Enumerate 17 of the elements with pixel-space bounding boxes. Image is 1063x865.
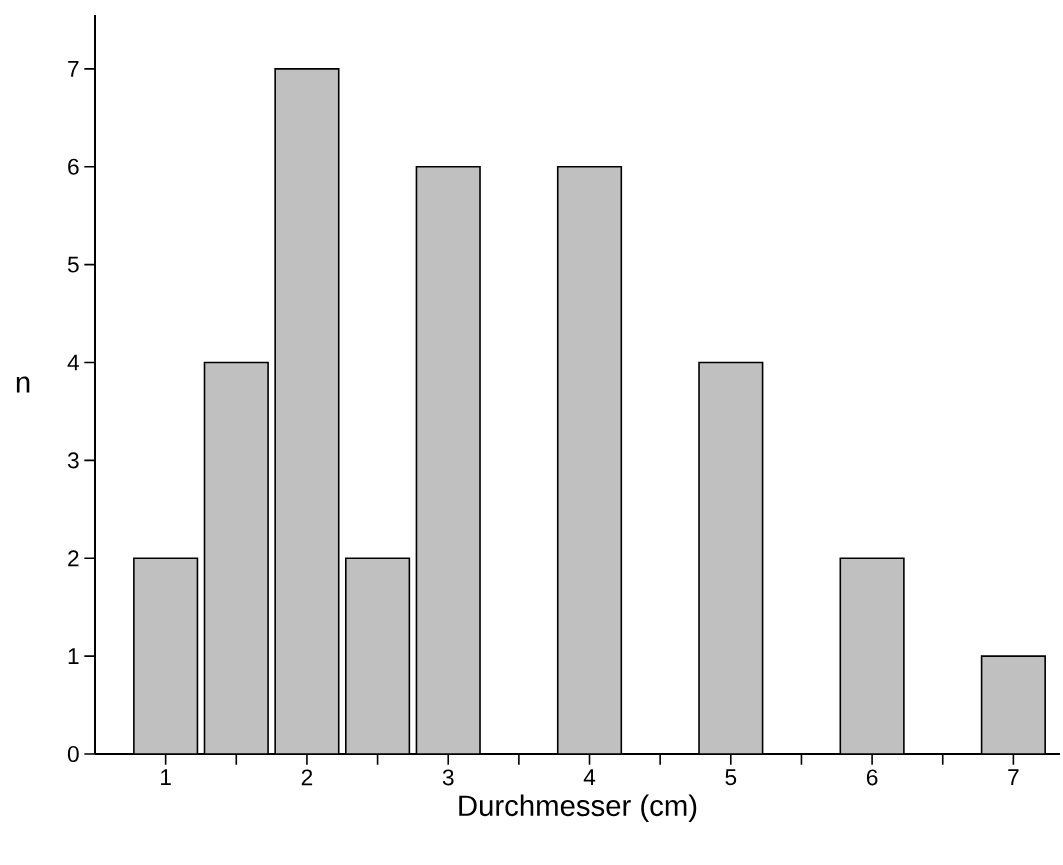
x-tick-label: 6 — [866, 769, 878, 786]
y-axis-title: n — [16, 376, 30, 393]
x-tick-label: 5 — [725, 769, 737, 786]
y-tick-label: 4 — [67, 354, 79, 371]
x-tick-label: 4 — [583, 769, 596, 785]
x-axis-title: Durchmesser (cm) — [459, 794, 697, 822]
y-tick-label: 0 — [67, 745, 79, 763]
x-tick-label: 1 — [161, 769, 171, 785]
y-tick-label: 6 — [68, 158, 79, 175]
x-tick-label: 3 — [442, 769, 454, 786]
y-tick-label: 3 — [67, 452, 79, 469]
y-tick-label: 5 — [67, 256, 79, 273]
y-tick-label: 1 — [68, 648, 79, 664]
y-tick-label: 2 — [68, 550, 79, 567]
x-tick-label: 2 — [301, 769, 313, 786]
y-tick-label: 7 — [68, 61, 79, 77]
x-tick-label: 7 — [1008, 769, 1019, 785]
